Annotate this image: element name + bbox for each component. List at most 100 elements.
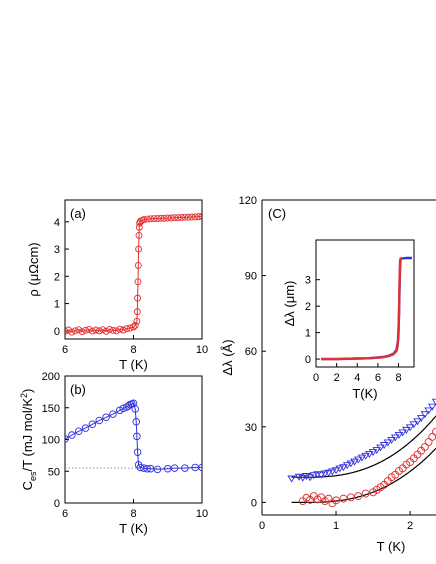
data-point	[402, 426, 411, 434]
data-point	[387, 437, 396, 444]
y-tick-label: 0	[54, 498, 60, 510]
plot-frame	[315, 239, 415, 368]
x-tick-label: 6	[62, 344, 68, 356]
x-tick-label: 2	[407, 520, 413, 532]
data-point	[136, 463, 145, 472]
y-tick-label: 2	[54, 271, 60, 283]
data-point	[65, 435, 69, 443]
data-point	[167, 214, 175, 222]
data-point	[102, 413, 110, 422]
y-tick-label: 50	[48, 466, 60, 478]
data-point	[170, 464, 179, 472]
y-tick-label: 150	[42, 403, 60, 415]
data-point	[372, 447, 382, 454]
x-tick-label: 8	[395, 372, 401, 384]
data-point	[331, 467, 341, 475]
x-axis-label: T(K)	[352, 386, 377, 401]
y-axis-label: Ces/T (mJ mol/K2)	[19, 389, 38, 491]
data-point	[350, 458, 359, 466]
data-point	[339, 464, 348, 472]
data-point	[153, 465, 162, 474]
data-point	[99, 326, 107, 334]
data-point	[181, 213, 189, 221]
y-tick-label: 60	[245, 346, 257, 358]
x-tick-label: 1	[333, 520, 339, 532]
data-point	[409, 421, 419, 429]
data-point	[126, 324, 134, 332]
data-point	[74, 427, 83, 435]
data-point	[424, 437, 433, 446]
data-point	[106, 326, 113, 333]
data-point	[65, 327, 69, 335]
data-point	[416, 415, 426, 422]
data-point	[198, 212, 202, 220]
x-axis-label: T (K)	[119, 521, 148, 536]
data-point	[154, 215, 161, 222]
data-point	[335, 465, 345, 473]
data-point	[361, 489, 370, 498]
data-point	[420, 443, 429, 451]
data-point	[133, 448, 142, 456]
y-tick-label: 4	[54, 217, 60, 229]
data-point	[316, 471, 326, 479]
data-point	[133, 308, 141, 316]
data-point	[198, 463, 202, 472]
data-point	[88, 327, 96, 335]
y-tick-label: 30	[245, 422, 257, 434]
y-tick-label: 1	[54, 299, 60, 311]
data-point	[177, 213, 185, 221]
data-point	[298, 474, 308, 482]
data-point	[390, 434, 400, 442]
data-point	[85, 326, 93, 333]
data-point	[320, 470, 330, 478]
x-tick-label: 4	[354, 372, 360, 384]
x-tick-label: 10	[196, 508, 208, 520]
data-point	[164, 214, 172, 222]
data-point	[131, 321, 139, 329]
panel-label: (a)	[70, 206, 86, 221]
data-point	[82, 326, 90, 334]
data-point	[88, 420, 97, 429]
y-tick-label: 2	[305, 301, 311, 313]
data-point	[160, 214, 168, 222]
data-point	[134, 294, 142, 302]
y-axis-label: Δλ (Å)	[220, 339, 235, 375]
data-point	[184, 213, 192, 221]
x-tick-label: 0	[259, 520, 265, 532]
data-point	[302, 473, 311, 480]
series-line	[321, 257, 403, 361]
y-tick-label: 3	[54, 244, 60, 256]
data-point	[427, 403, 436, 411]
data-point	[428, 432, 436, 441]
data-point	[133, 317, 141, 325]
x-tick-label: 10	[196, 344, 208, 356]
data-point	[313, 495, 322, 504]
y-tick-label: 90	[245, 271, 257, 283]
data-point	[413, 418, 422, 426]
series-resistivity	[65, 212, 202, 336]
data-point	[339, 494, 348, 503]
data-point	[328, 468, 337, 476]
y-tick-label: 100	[42, 435, 60, 447]
data-point	[354, 492, 363, 501]
data-point	[324, 469, 333, 477]
data-point	[398, 429, 407, 437]
x-tick-label: 6	[62, 508, 68, 520]
data-point	[81, 424, 90, 432]
x-tick-label: 8	[130, 344, 136, 356]
data-point	[309, 472, 319, 480]
data-point	[332, 496, 340, 505]
data-point	[405, 424, 415, 432]
y-tick-label: 0	[305, 354, 311, 366]
x-tick-label: 8	[130, 508, 136, 520]
y-tick-label: 120	[239, 195, 257, 207]
data-point	[150, 215, 158, 222]
x-axis-label: T (K)	[119, 357, 148, 372]
data-point	[102, 327, 110, 335]
data-point	[191, 213, 199, 221]
y-tick-label: 0	[251, 497, 257, 509]
data-point	[365, 451, 374, 459]
data-point	[140, 216, 148, 224]
data-point	[116, 325, 124, 333]
